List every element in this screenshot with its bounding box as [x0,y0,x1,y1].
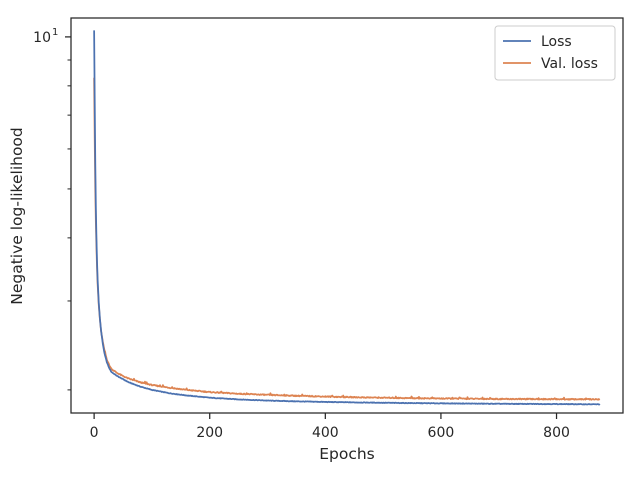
series-line-loss [93,30,601,406]
legend-box [494,25,616,81]
x-tick-label: 200 [196,425,223,441]
y-axis: 10 1 [33,27,71,391]
x-axis-label: Epochs [319,445,375,463]
series-layer [93,30,601,406]
y-axis-label: Negative log-likelihood [8,127,26,305]
x-tick-label: 400 [312,425,339,441]
series-line-val-loss [93,77,601,401]
x-tick-label: 800 [543,425,570,441]
x-tick-label: 600 [428,425,455,441]
plot-frame [70,17,624,414]
x-axis: 0 200 400 600 800 [90,413,570,441]
y-tick-label: 10 [33,30,51,46]
y-tick-label-exponent: 1 [52,27,58,38]
legend-label: Val. loss [541,56,598,72]
legend: Loss Val. loss [494,25,616,81]
legend-label: Loss [541,34,572,50]
x-tick-label: 0 [90,425,99,441]
